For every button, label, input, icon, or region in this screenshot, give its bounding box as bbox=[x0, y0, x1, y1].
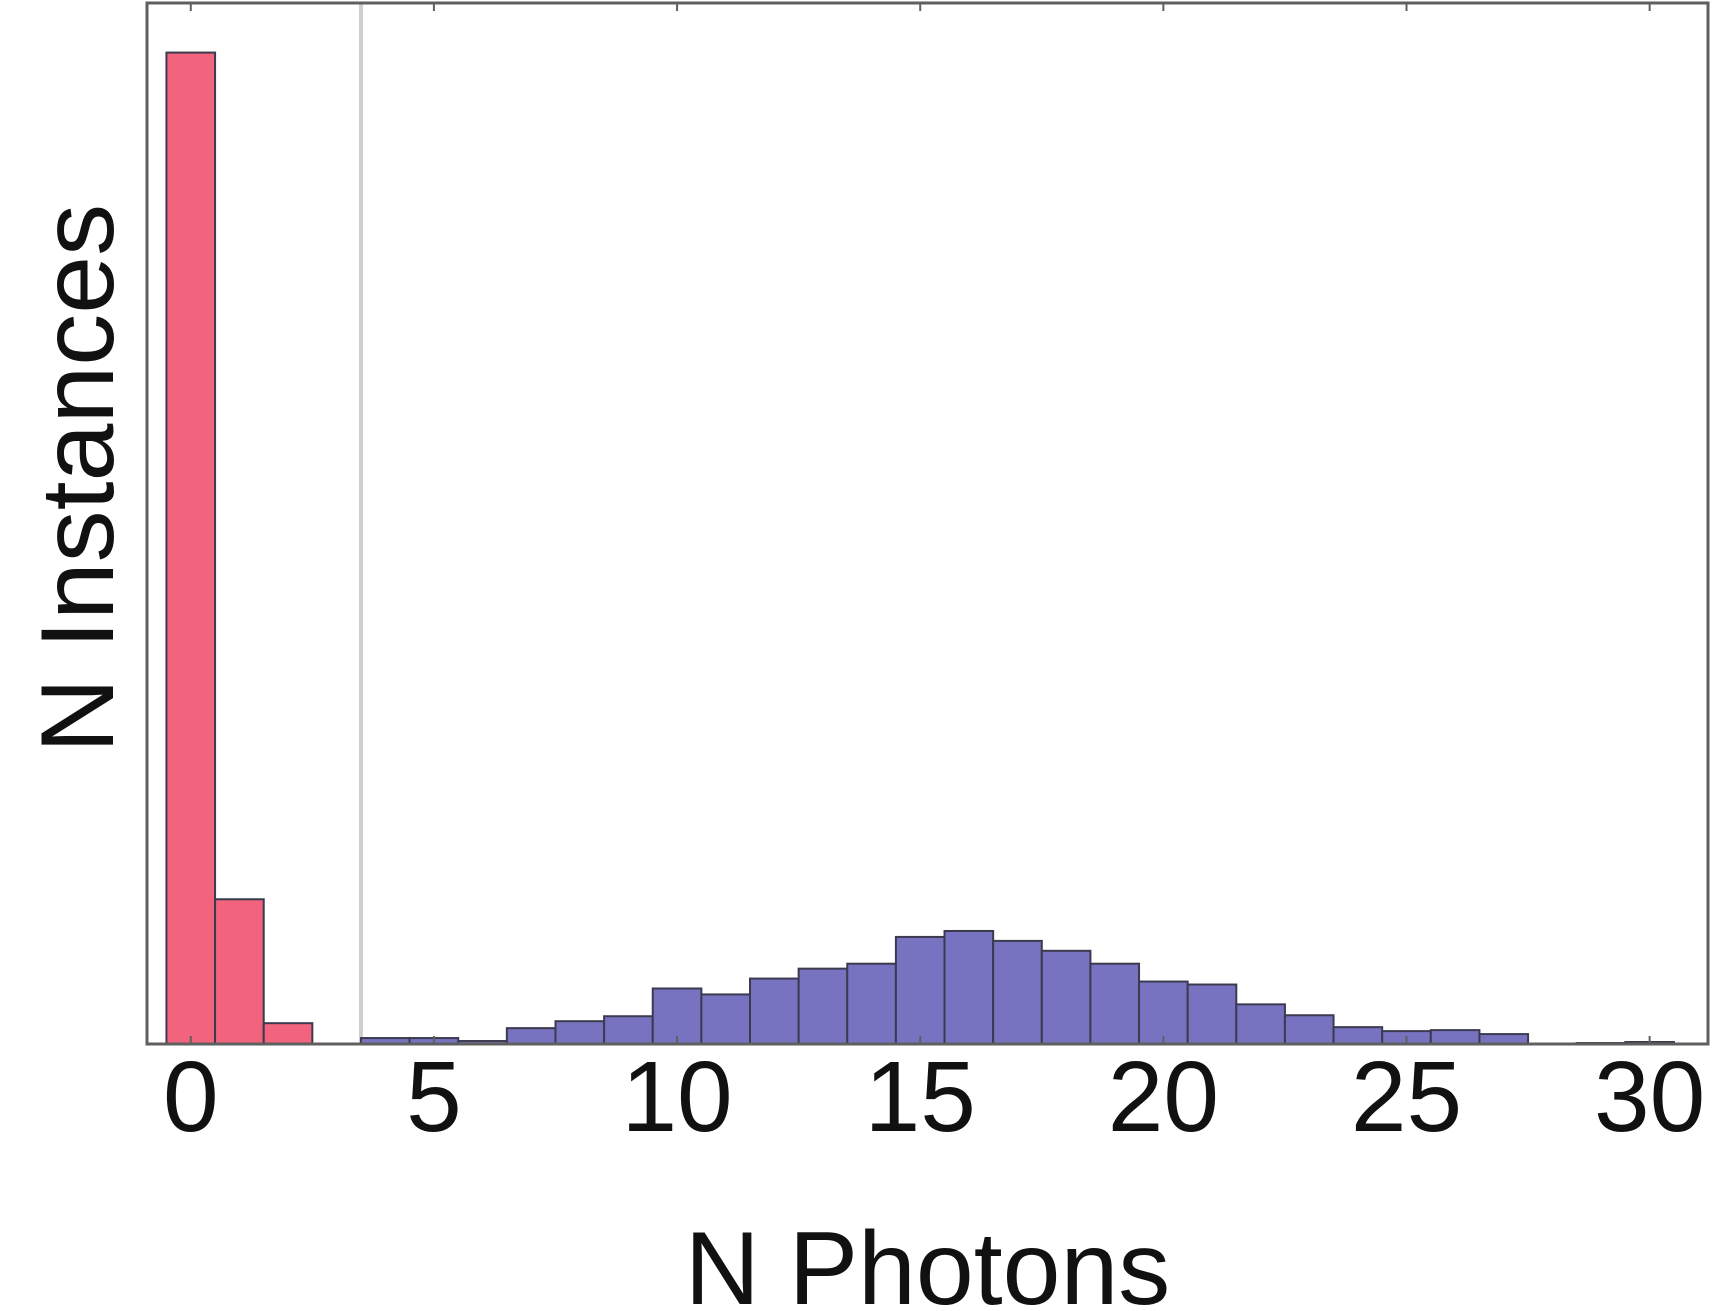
x-tick-labels: 0 5 10 15 20 25 30 bbox=[163, 1041, 1705, 1153]
bar-bright-15 bbox=[894, 935, 946, 1046]
bar-dark-0 bbox=[165, 51, 217, 1046]
x-axis-ticks bbox=[189, 3, 1651, 1044]
bar-bright-23 bbox=[1283, 1014, 1335, 1046]
bar-bright-21 bbox=[1186, 983, 1238, 1045]
bar-bright-19 bbox=[1089, 962, 1141, 1045]
plot-area bbox=[145, 1, 1710, 1046]
x-tick-label-25: 25 bbox=[1351, 1041, 1462, 1153]
bar-bright-22 bbox=[1235, 1003, 1286, 1045]
bar-bright-12 bbox=[749, 977, 800, 1046]
x-tick-label-20: 20 bbox=[1108, 1041, 1219, 1153]
bar-bright-13 bbox=[797, 967, 849, 1045]
x-axis-label: N Photons bbox=[685, 1211, 1171, 1311]
x-tick-label-5: 5 bbox=[406, 1041, 462, 1153]
bar-bright-11 bbox=[700, 993, 752, 1046]
bar-bright-20 bbox=[1138, 980, 1189, 1045]
plot-background bbox=[147, 3, 1708, 1044]
bar-dark-2 bbox=[262, 1022, 314, 1045]
bar-bright-10 bbox=[651, 987, 703, 1045]
bar-bright-9 bbox=[603, 1015, 654, 1045]
bar-bright-14 bbox=[846, 962, 897, 1045]
bar-bright-18 bbox=[1040, 949, 1092, 1046]
x-tick-label-10: 10 bbox=[621, 1041, 732, 1153]
bar-dark-1 bbox=[214, 898, 265, 1045]
bar-bright-8 bbox=[554, 1020, 606, 1045]
bar-bright-16 bbox=[943, 929, 995, 1046]
bar-bright-17 bbox=[992, 939, 1043, 1045]
x-tick-label-30: 30 bbox=[1594, 1041, 1705, 1153]
x-tick-label-0: 0 bbox=[163, 1041, 219, 1153]
plot-frame bbox=[145, 1, 1710, 1046]
x-tick-label-15: 15 bbox=[865, 1041, 976, 1153]
y-axis-label: N Instances bbox=[20, 204, 136, 753]
bar-bright-7 bbox=[505, 1027, 557, 1045]
